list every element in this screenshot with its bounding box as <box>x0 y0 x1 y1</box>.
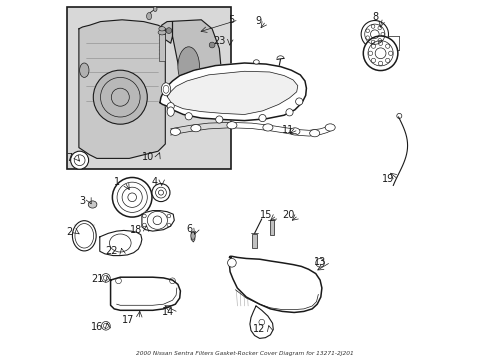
Text: 12: 12 <box>252 324 265 334</box>
Ellipse shape <box>258 114 265 122</box>
Text: 7: 7 <box>66 153 72 163</box>
Ellipse shape <box>315 258 324 267</box>
Text: 8: 8 <box>371 12 378 22</box>
Ellipse shape <box>171 96 177 102</box>
Ellipse shape <box>158 30 166 35</box>
Polygon shape <box>249 306 273 338</box>
Text: 16: 16 <box>91 322 103 332</box>
Ellipse shape <box>93 70 147 124</box>
Polygon shape <box>110 277 180 310</box>
Ellipse shape <box>80 63 89 77</box>
Ellipse shape <box>215 116 223 123</box>
Polygon shape <box>162 20 221 115</box>
Text: 14: 14 <box>162 307 174 318</box>
Ellipse shape <box>153 6 157 12</box>
Bar <box>159 34 165 61</box>
Ellipse shape <box>190 232 195 239</box>
Polygon shape <box>142 211 174 231</box>
Text: 17: 17 <box>122 315 134 325</box>
Polygon shape <box>79 20 165 158</box>
Ellipse shape <box>102 321 110 330</box>
Bar <box>67 7 231 169</box>
Polygon shape <box>160 63 306 121</box>
Ellipse shape <box>161 83 170 96</box>
Ellipse shape <box>285 109 292 116</box>
Text: 2000 Nissan Sentra Filters Gasket-Rocker Cover Diagram for 13271-2J201: 2000 Nissan Sentra Filters Gasket-Rocker… <box>135 351 353 356</box>
Ellipse shape <box>209 42 215 48</box>
Ellipse shape <box>167 107 174 116</box>
Ellipse shape <box>227 258 236 267</box>
Ellipse shape <box>361 21 387 48</box>
Ellipse shape <box>170 128 180 135</box>
Ellipse shape <box>70 151 88 169</box>
Ellipse shape <box>211 85 216 91</box>
Text: 13: 13 <box>314 257 326 267</box>
Bar <box>252 234 256 248</box>
Ellipse shape <box>102 274 110 282</box>
Text: 18: 18 <box>129 225 142 235</box>
Text: 19: 19 <box>381 174 393 184</box>
Text: 1: 1 <box>114 177 120 187</box>
Ellipse shape <box>263 124 272 131</box>
Ellipse shape <box>363 36 397 71</box>
Ellipse shape <box>146 13 151 20</box>
Ellipse shape <box>88 201 97 208</box>
Ellipse shape <box>253 60 259 64</box>
Ellipse shape <box>295 98 302 105</box>
Text: 21: 21 <box>91 274 103 284</box>
Ellipse shape <box>190 125 201 132</box>
Polygon shape <box>100 230 142 256</box>
Ellipse shape <box>152 184 170 202</box>
Text: 20: 20 <box>281 210 294 220</box>
Ellipse shape <box>167 103 174 110</box>
Ellipse shape <box>112 177 152 217</box>
Ellipse shape <box>159 27 165 31</box>
Text: 4: 4 <box>151 177 157 187</box>
Bar <box>269 220 273 235</box>
Ellipse shape <box>289 128 299 135</box>
Text: 15: 15 <box>260 210 272 220</box>
Ellipse shape <box>325 124 335 131</box>
Ellipse shape <box>226 122 237 129</box>
Ellipse shape <box>185 113 192 120</box>
Text: 9: 9 <box>255 16 261 26</box>
Polygon shape <box>167 71 297 114</box>
Polygon shape <box>191 231 194 242</box>
Text: 3: 3 <box>79 196 85 206</box>
Polygon shape <box>229 256 321 312</box>
Text: 11: 11 <box>282 125 294 135</box>
Text: 22: 22 <box>105 246 118 256</box>
Ellipse shape <box>309 130 319 137</box>
Ellipse shape <box>166 28 171 33</box>
Text: 23: 23 <box>213 36 225 46</box>
Ellipse shape <box>178 47 199 86</box>
Text: 6: 6 <box>186 224 192 234</box>
Text: 2: 2 <box>66 227 72 237</box>
Text: 10: 10 <box>141 152 153 162</box>
Ellipse shape <box>72 221 96 251</box>
Text: 5: 5 <box>228 15 234 25</box>
